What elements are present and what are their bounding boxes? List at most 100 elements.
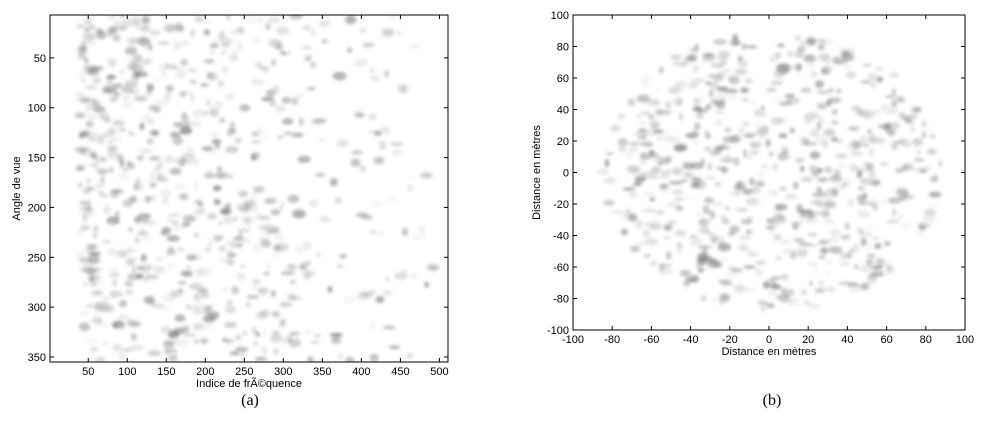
- speckle: [736, 186, 741, 196]
- y-tick-label: -40: [553, 231, 569, 243]
- x-tick-label: 350: [313, 366, 331, 378]
- caption: (b): [763, 392, 782, 409]
- speckle: [793, 238, 805, 243]
- speckle: [770, 218, 781, 226]
- speckle: [647, 99, 661, 107]
- speckle: [165, 84, 174, 93]
- speckle: [261, 239, 272, 248]
- speckle: [338, 353, 344, 361]
- speckle: [782, 155, 793, 160]
- speckle: [665, 251, 672, 260]
- speckle: [251, 326, 258, 335]
- y-tick-label: 40: [557, 105, 569, 117]
- speckle: [733, 284, 746, 293]
- speckle: [409, 44, 422, 48]
- speckle: [228, 173, 233, 179]
- speckle: [271, 329, 281, 338]
- speckle: [640, 74, 654, 82]
- speckle: [173, 21, 182, 29]
- speckle: [129, 320, 142, 327]
- speckle: [669, 268, 675, 275]
- speckle: [77, 161, 89, 170]
- speckle: [179, 92, 187, 97]
- speckle: [853, 264, 859, 270]
- speckle: [186, 68, 198, 73]
- speckle: [222, 215, 235, 224]
- speckle: [257, 287, 269, 295]
- speckle: [336, 139, 349, 148]
- speckle: [206, 212, 218, 220]
- speckle: [922, 166, 933, 171]
- speckle: [859, 264, 872, 273]
- speckle: [86, 114, 98, 121]
- speckle: [146, 274, 159, 280]
- speckle: [847, 282, 860, 287]
- speckle: [725, 274, 739, 278]
- speckle: [845, 252, 853, 259]
- speckle: [633, 181, 643, 187]
- speckle: [369, 229, 378, 235]
- x-tick-label: -100: [562, 334, 584, 346]
- speckle: [253, 186, 265, 193]
- speckle: [847, 162, 858, 172]
- speckle: [645, 238, 659, 246]
- speckle: [890, 121, 901, 129]
- speckle: [147, 350, 162, 357]
- speckle: [98, 112, 110, 119]
- speckle: [190, 29, 195, 38]
- speckle: [185, 254, 195, 258]
- speckle: [692, 129, 698, 139]
- speckle: [308, 199, 320, 208]
- speckle: [178, 288, 184, 292]
- speckle: [147, 177, 157, 182]
- speckle: [642, 192, 657, 196]
- speckle: [848, 127, 859, 131]
- speckle: [900, 222, 912, 229]
- speckle: [206, 99, 211, 106]
- speckle: [283, 131, 294, 136]
- speckle: [401, 227, 408, 237]
- y-tick-label: -20: [553, 199, 569, 211]
- speckle: [884, 94, 895, 99]
- speckle: [180, 40, 191, 47]
- speckle: [717, 242, 732, 252]
- speckle: [181, 325, 190, 333]
- image-texture: [596, 33, 943, 313]
- speckle: [412, 234, 427, 240]
- speckle: [96, 31, 107, 40]
- speckle: [714, 92, 725, 101]
- speckle: [753, 111, 768, 117]
- speckle: [896, 96, 905, 103]
- speckle: [237, 228, 251, 232]
- speckle: [611, 210, 624, 214]
- speckle: [149, 182, 157, 188]
- speckle: [209, 49, 215, 56]
- speckle: [707, 162, 712, 171]
- speckle: [75, 91, 85, 99]
- speckle: [106, 79, 114, 86]
- speckle: [727, 231, 736, 236]
- speckle: [102, 206, 112, 215]
- speckle: [122, 199, 133, 208]
- speckle: [238, 104, 251, 112]
- speckle: [770, 80, 784, 86]
- speckle: [765, 87, 778, 93]
- speckle: [246, 15, 260, 24]
- speckle: [250, 207, 258, 211]
- speckle: [866, 253, 877, 258]
- speckle: [79, 206, 85, 211]
- speckle: [396, 30, 402, 36]
- speckle: [224, 203, 232, 209]
- speckle: [655, 109, 665, 116]
- speckle: [267, 16, 281, 24]
- speckle: [106, 28, 114, 38]
- speckle: [752, 201, 764, 205]
- speckle: [169, 131, 181, 138]
- speckle: [710, 202, 724, 206]
- speckle: [858, 167, 868, 172]
- speckle: [279, 301, 293, 308]
- speckle: [814, 200, 824, 206]
- speckle: [130, 332, 137, 341]
- speckle: [314, 333, 321, 339]
- speckle: [298, 248, 305, 254]
